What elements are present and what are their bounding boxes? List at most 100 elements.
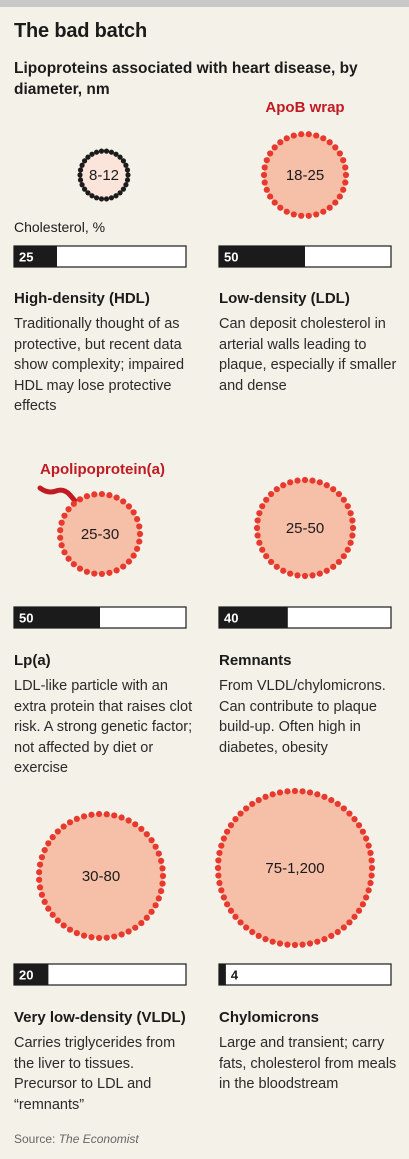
particle-dot-vldl: [125, 928, 132, 935]
particle-dot-remnants: [287, 479, 294, 486]
particle-dot-chylomicrons: [321, 936, 328, 943]
particle-dot-lpa: [125, 558, 133, 565]
particle-dot-ldl: [342, 164, 349, 171]
particle-dot-hdl: [123, 162, 129, 168]
particle-dot-remnants: [330, 563, 337, 570]
particle-ldl: [264, 134, 346, 216]
diameter-label-remnants: 25-50: [286, 520, 324, 537]
particle-dot-lpa: [130, 552, 137, 559]
particle-dot-ldl: [340, 157, 347, 164]
source-prefix: Source:: [14, 1132, 59, 1146]
particle-dot-remnants: [344, 546, 351, 553]
particle-dot-lpa: [76, 496, 84, 503]
particle-dot-ldl: [305, 131, 312, 138]
particle-dot-vldl: [45, 840, 52, 847]
particle-dot-vldl: [148, 837, 155, 844]
particle-dot-ldl: [260, 171, 268, 179]
particle-dot-chylomicrons: [284, 941, 291, 948]
chart-title: The bad batch: [14, 20, 147, 42]
particle-dot-ldl: [336, 150, 343, 157]
particle-dot-vldl: [54, 917, 61, 924]
particle-dot-vldl: [95, 934, 103, 942]
particle-dot-lpa: [61, 512, 68, 519]
particle-dot-hdl: [103, 196, 110, 202]
particle-dot-hdl: [117, 190, 123, 196]
particle-dot-lpa: [106, 569, 113, 576]
particle-dot-ldl: [277, 139, 284, 146]
particle-dot-chylomicrons: [249, 800, 256, 808]
particle-dot-remnants: [267, 558, 275, 566]
particle-dot-chylomicrons: [243, 805, 250, 812]
source-note: Source: The Economist: [14, 1132, 139, 1146]
bar-value-hdl: 25: [19, 250, 33, 265]
particle-dot-remnants: [280, 567, 287, 574]
particle-dot-vldl: [138, 919, 145, 927]
particle-dot-vldl: [45, 905, 52, 912]
particle-dot-chylomicrons: [363, 894, 370, 901]
particle-dot-chylomicrons: [276, 789, 284, 796]
particle-dot-chylomicrons: [218, 842, 225, 849]
particle-dot-remnants: [256, 510, 263, 517]
particle-hdl: [80, 151, 128, 199]
particle-remnants: [257, 480, 353, 576]
particle-dot-chylomicrons: [314, 791, 321, 798]
particle-dot-remnants: [349, 517, 356, 524]
particle-dot-remnants: [335, 558, 343, 566]
top-rule: [0, 0, 409, 7]
annotation-apolipoprotein-a: Apolipoprotein(a): [40, 461, 165, 478]
particle-dot-lpa: [83, 493, 91, 500]
particle-dot-remnants: [323, 482, 330, 489]
particle-dot-chylomicrons: [284, 788, 291, 795]
particle-dot-hdl: [77, 177, 84, 183]
particle-chylomicrons: [218, 791, 372, 945]
particle-dot-vldl: [111, 933, 118, 940]
particle-dot-ldl: [298, 212, 305, 219]
particle-dot-remnants: [349, 524, 357, 532]
particle-dot-chylomicrons: [328, 796, 335, 804]
particle-dot-hdl: [79, 162, 85, 168]
particle-dot-lpa: [76, 565, 84, 572]
particle-dot-vldl: [132, 821, 139, 828]
particle-dot-vldl: [155, 850, 162, 857]
particle-dot-remnants: [330, 486, 337, 493]
particle-dot-vldl: [159, 872, 167, 880]
particle-dot-lpa: [113, 567, 120, 574]
particle-dot-lpa: [83, 568, 91, 575]
particle-dot-ldl: [340, 186, 347, 193]
particle-dot-lpa: [98, 570, 105, 578]
particle-dot-remnants: [340, 553, 347, 560]
particle-dot-vldl: [158, 857, 165, 864]
particle-dot-chylomicrons: [249, 928, 256, 936]
particle-dot-chylomicrons: [368, 864, 376, 872]
particle-dot-chylomicrons: [306, 789, 314, 796]
particle-dot-lpa: [58, 542, 65, 549]
category-name-ldl: Low-density (LDL): [219, 290, 350, 307]
bar-remnants: [219, 607, 288, 628]
particle-dot-vldl: [41, 846, 48, 854]
particle-dot-lpa: [57, 527, 64, 534]
particle-dot-chylomicrons: [334, 928, 341, 936]
particle-dot-chylomicrons: [223, 901, 231, 908]
diameter-label-vldl: 30-80: [82, 868, 120, 885]
particle-dot-hdl: [120, 158, 127, 164]
particle-dot-hdl: [103, 148, 110, 154]
particle-dot-ldl: [298, 131, 305, 138]
particle-dot-remnants: [309, 477, 316, 484]
category-name-hdl: High-density (HDL): [14, 290, 150, 307]
particle-dot-hdl: [124, 167, 131, 173]
particle-dot-vldl: [38, 891, 46, 898]
particle-lpa: [60, 494, 140, 574]
particle-dot-chylomicrons: [340, 805, 347, 812]
particle-dot-chylomicrons: [367, 879, 374, 887]
particle-dot-vldl: [60, 922, 67, 929]
particle-dot-chylomicrons: [237, 810, 244, 817]
bar-lpa: [14, 607, 100, 628]
particle-dot-chylomicrons: [220, 894, 227, 901]
particle-dot-chylomicrons: [321, 793, 328, 800]
particle-dot-ldl: [342, 171, 350, 179]
particle-dot-vldl: [66, 926, 74, 933]
particle-dot-hdl: [85, 154, 91, 160]
particle-dot-vldl: [88, 811, 95, 818]
particle-dot-ldl: [290, 211, 297, 218]
